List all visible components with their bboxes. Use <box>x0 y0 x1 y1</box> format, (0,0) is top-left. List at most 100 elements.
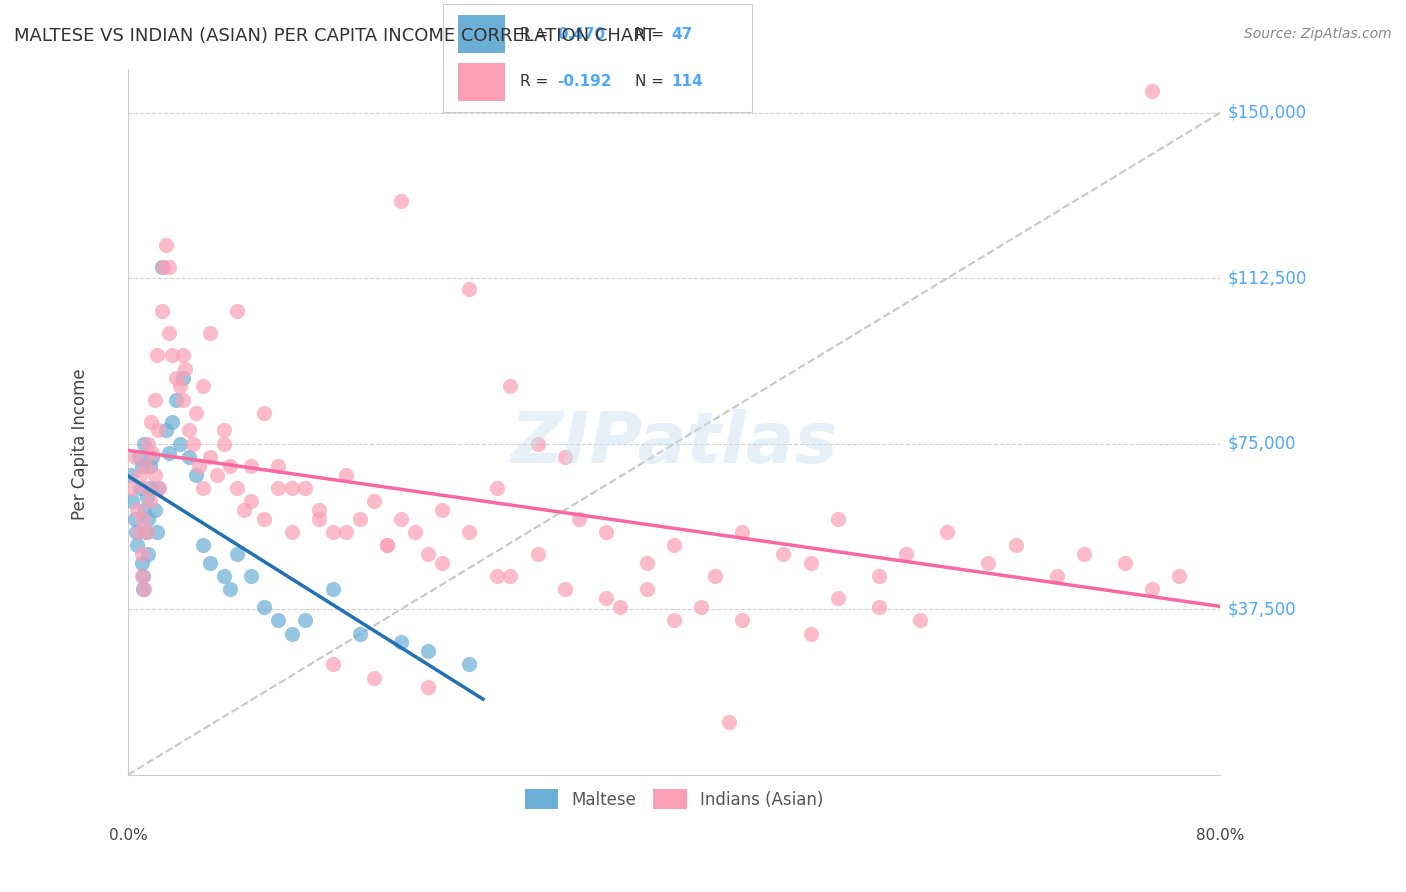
Point <box>169 436 191 450</box>
Point <box>389 194 412 208</box>
Point <box>308 503 330 517</box>
Point <box>568 512 591 526</box>
Point <box>308 512 330 526</box>
Point <box>219 582 242 597</box>
Point <box>636 556 658 570</box>
Point <box>134 503 156 517</box>
Point <box>526 547 548 561</box>
Point <box>129 481 152 495</box>
Point <box>717 714 740 729</box>
Point <box>129 467 152 482</box>
Point <box>1073 547 1095 561</box>
Point <box>143 392 166 407</box>
Point <box>349 626 371 640</box>
Point <box>131 547 153 561</box>
Point <box>281 524 304 539</box>
Point <box>146 481 169 495</box>
Point <box>253 600 276 615</box>
Point <box>868 569 890 583</box>
Point <box>124 512 146 526</box>
Point <box>233 503 256 517</box>
Point <box>772 547 794 561</box>
Point <box>131 569 153 583</box>
Point <box>1140 84 1163 98</box>
Text: R =: R = <box>520 27 554 42</box>
Point <box>1004 538 1026 552</box>
Text: 114: 114 <box>672 74 703 89</box>
Point <box>731 524 754 539</box>
Point <box>554 582 576 597</box>
Point <box>120 467 142 482</box>
Point <box>138 512 160 526</box>
Point <box>191 538 214 552</box>
Text: R =: R = <box>520 74 554 89</box>
Point <box>430 503 453 517</box>
Point <box>281 481 304 495</box>
Point <box>172 348 194 362</box>
Point <box>377 538 399 552</box>
Point <box>485 569 508 583</box>
Point <box>485 481 508 495</box>
Point <box>294 613 316 627</box>
Point <box>595 524 617 539</box>
Point <box>800 626 823 640</box>
Point <box>148 481 170 495</box>
Point <box>145 348 167 362</box>
Point <box>160 415 183 429</box>
Point <box>281 626 304 640</box>
Point <box>294 481 316 495</box>
Point <box>121 494 143 508</box>
Point <box>404 524 426 539</box>
Point <box>1045 569 1067 583</box>
Point <box>125 524 148 539</box>
Point <box>239 494 262 508</box>
Point <box>389 512 412 526</box>
Point <box>128 450 150 464</box>
Point <box>363 671 385 685</box>
Point <box>172 392 194 407</box>
Point <box>896 547 918 561</box>
Point <box>267 458 290 473</box>
Point <box>136 490 159 504</box>
Point <box>174 361 197 376</box>
Point <box>253 406 276 420</box>
Point <box>191 481 214 495</box>
Point <box>1114 556 1136 570</box>
Point <box>132 569 155 583</box>
Point <box>363 494 385 508</box>
Point <box>226 547 249 561</box>
Point <box>124 450 146 464</box>
Point <box>664 613 686 627</box>
Point <box>430 556 453 570</box>
Point <box>690 600 713 615</box>
Point <box>146 424 169 438</box>
Point <box>609 600 631 615</box>
Point <box>908 613 931 627</box>
Point <box>135 458 157 473</box>
Point <box>226 304 249 318</box>
Point <box>219 458 242 473</box>
Point <box>458 524 481 539</box>
Point <box>1168 569 1191 583</box>
Point <box>165 370 187 384</box>
Point <box>191 379 214 393</box>
Point <box>212 436 235 450</box>
Text: $37,500: $37,500 <box>1227 600 1296 618</box>
Point <box>138 547 160 561</box>
Point <box>239 569 262 583</box>
Point <box>179 424 201 438</box>
Point <box>131 458 153 473</box>
Point <box>135 481 157 495</box>
Point <box>335 467 357 482</box>
Point <box>977 556 1000 570</box>
Point <box>131 556 153 570</box>
Point <box>139 481 162 495</box>
Point <box>349 512 371 526</box>
Point <box>138 436 160 450</box>
Point <box>139 494 162 508</box>
Point <box>800 556 823 570</box>
Point <box>145 524 167 539</box>
Point <box>418 644 440 658</box>
Point <box>1140 582 1163 597</box>
Point <box>169 379 191 393</box>
